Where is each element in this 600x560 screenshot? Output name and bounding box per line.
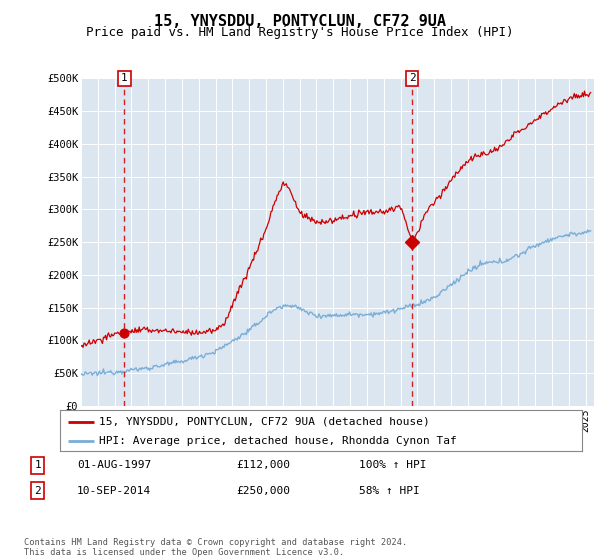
Text: 10-SEP-2014: 10-SEP-2014 [77, 486, 151, 496]
Text: 1: 1 [121, 73, 128, 83]
Point [407, 238, 417, 247]
Text: 100% ↑ HPI: 100% ↑ HPI [359, 460, 426, 470]
Text: 1: 1 [35, 460, 41, 470]
Text: Price paid vs. HM Land Registry's House Price Index (HPI): Price paid vs. HM Land Registry's House … [86, 26, 514, 39]
Text: £112,000: £112,000 [236, 460, 290, 470]
Text: 15, YNYSDDU, PONTYCLUN, CF72 9UA (detached house): 15, YNYSDDU, PONTYCLUN, CF72 9UA (detach… [99, 417, 430, 427]
Text: 01-AUG-1997: 01-AUG-1997 [77, 460, 151, 470]
Text: 2: 2 [409, 73, 416, 83]
Text: 15, YNYSDDU, PONTYCLUN, CF72 9UA: 15, YNYSDDU, PONTYCLUN, CF72 9UA [154, 14, 446, 29]
Text: 58% ↑ HPI: 58% ↑ HPI [359, 486, 419, 496]
Point [119, 328, 129, 337]
Text: 2: 2 [35, 486, 41, 496]
Text: HPI: Average price, detached house, Rhondda Cynon Taf: HPI: Average price, detached house, Rhon… [99, 436, 457, 446]
Text: £250,000: £250,000 [236, 486, 290, 496]
Text: Contains HM Land Registry data © Crown copyright and database right 2024.
This d: Contains HM Land Registry data © Crown c… [24, 538, 407, 557]
